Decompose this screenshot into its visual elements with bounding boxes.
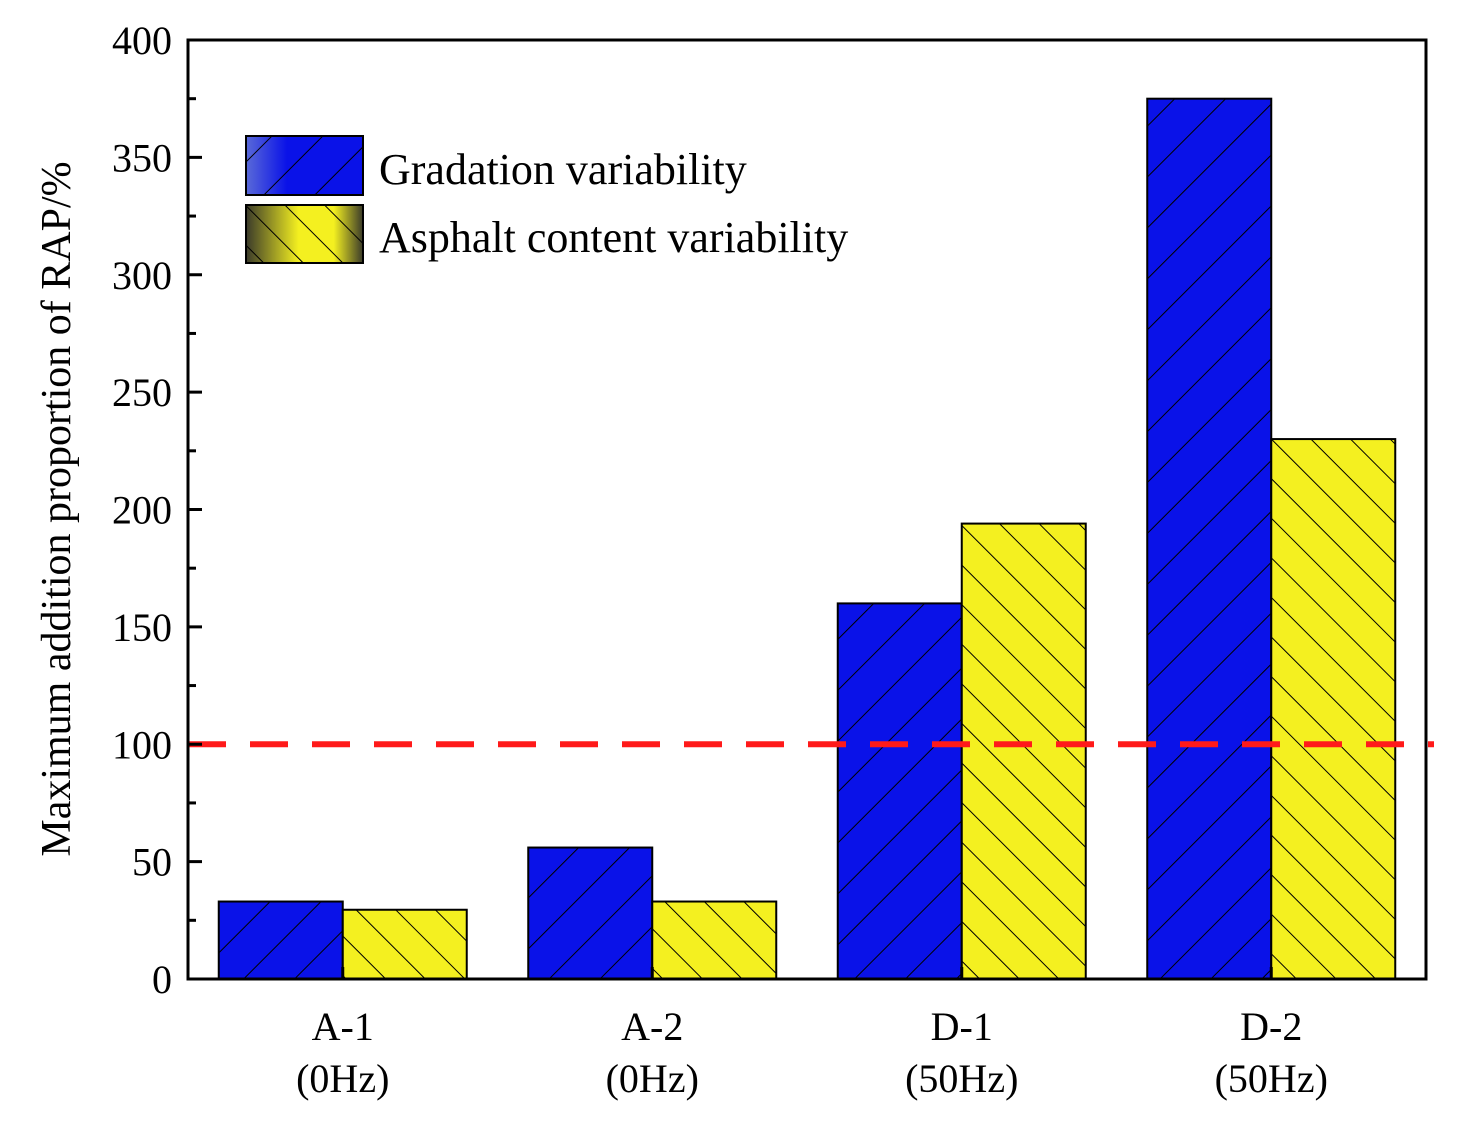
bars-group [217,97,1397,981]
x-category-label: D-1 [931,1004,993,1049]
y-tick-label: 0 [152,957,172,1002]
y-tick-label: 300 [112,253,172,298]
legend-swatch-gradation-hatch [246,136,363,195]
x-category-label: D-2 [1240,1004,1302,1049]
y-tick-label: 250 [112,370,172,415]
bar-hatch-gradation-a-2 [528,847,653,979]
legend-swatch-asphalt-hatch [246,205,363,263]
bar-hatch-asphalt-d-1 [961,523,1086,979]
legend-label-gradation: Gradation variability [379,145,747,194]
x-category-label: A-1 [312,1004,374,1049]
bar-hatch-gradation-d-1 [837,603,962,979]
y-axis-ticks: 0 50 100 150 200 250 300 350 400 [112,18,202,1002]
x-category-condition: (50Hz) [905,1056,1018,1101]
x-axis-categories: A-1 (0Hz) A-2 (0Hz) D-1 (50Hz) D-2 (50Hz) [296,967,1328,1101]
legend-item-asphalt: Asphalt content variability [245,204,848,264]
y-tick-label: 50 [132,840,172,885]
y-tick-label: 350 [112,135,172,180]
bar-hatch-gradation-d-2 [1147,98,1272,979]
y-tick-label: 100 [112,722,172,767]
y-tick-label: 400 [112,18,172,63]
legend: Gradation variability Asphalt content va… [245,135,848,264]
y-axis-label: Maximum addition proportion of RAP/% [34,161,80,856]
bar-hatch-asphalt-a-1 [342,909,467,979]
bar-hatch-asphalt-d-2 [1271,439,1396,979]
x-category-condition: (0Hz) [606,1056,699,1101]
x-category-condition: (50Hz) [1215,1056,1328,1101]
bar-hatch-gradation-a-1 [218,901,343,979]
y-tick-label: 200 [112,488,172,533]
legend-item-gradation: Gradation variability [245,135,747,196]
x-category-label: A-2 [621,1004,683,1049]
bar-hatch-asphalt-a-2 [652,901,777,979]
legend-label-asphalt: Asphalt content variability [379,213,848,262]
x-category-condition: (0Hz) [296,1056,389,1101]
y-tick-label: 150 [112,605,172,650]
